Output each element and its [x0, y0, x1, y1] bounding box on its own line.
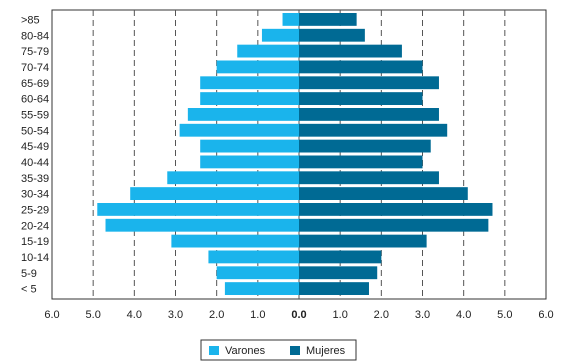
- bar-varones: [208, 250, 299, 264]
- y-tick-label: 60-64: [21, 94, 49, 106]
- bar-varones: [200, 76, 299, 90]
- bar-varones: [216, 60, 299, 74]
- bar-mujeres: [299, 218, 489, 232]
- bar-mujeres: [299, 266, 378, 280]
- bar-mujeres: [299, 108, 439, 121]
- legend-swatch-mujeres: [290, 346, 300, 355]
- y-tick-label: 40-44: [21, 157, 49, 169]
- bar-varones: [179, 123, 299, 137]
- y-tick-label: 80-84: [21, 30, 49, 42]
- legend-label-varones: Varones: [225, 345, 266, 357]
- bar-varones: [224, 282, 299, 295]
- x-tick-label: 2.0: [209, 309, 224, 321]
- bar-varones: [237, 44, 299, 58]
- bar-varones: [216, 266, 299, 280]
- bar-mujeres: [299, 123, 448, 137]
- bar-mujeres: [299, 13, 357, 26]
- legend-box: [200, 339, 357, 361]
- y-tick-label: 5-9: [21, 268, 37, 280]
- bar-varones: [282, 13, 299, 26]
- y-tick-label: >85: [21, 14, 40, 26]
- y-tick-label: 10-14: [21, 252, 49, 264]
- y-tick-label: 50-54: [21, 125, 49, 137]
- x-tick-label: 3.0: [415, 309, 430, 321]
- bar-varones: [200, 155, 299, 169]
- bar-mujeres: [299, 60, 423, 74]
- x-tick-label: 3.0: [168, 309, 183, 321]
- x-tick-label: 2.0: [374, 309, 389, 321]
- bar-mujeres: [299, 155, 423, 169]
- bar-varones: [200, 139, 299, 153]
- legend-label-mujeres: Mujeres: [306, 345, 346, 357]
- bar-varones: [105, 218, 300, 232]
- x-tick-label: 4.0: [456, 309, 471, 321]
- bar-mujeres: [299, 282, 369, 295]
- x-tick-label: 6.0: [44, 309, 59, 321]
- bar-varones: [97, 203, 300, 216]
- bar-varones: [130, 187, 299, 200]
- y-axis-labels: >85 80-84 75-79 70-74 65-69 60-64 55-59 50-54 45…: [21, 14, 49, 295]
- bar-mujeres: [299, 76, 439, 90]
- bar-varones: [167, 171, 299, 185]
- y-tick-label: 45-49: [21, 141, 49, 153]
- y-tick-label: 25-29: [21, 204, 49, 216]
- bar-mujeres: [299, 28, 365, 42]
- bar-varones: [187, 108, 299, 121]
- x-tick-label: 4.0: [127, 309, 142, 321]
- x-tick-label: 0.0: [291, 309, 306, 321]
- y-tick-label: < 5: [21, 284, 37, 296]
- x-tick-label: 5.0: [497, 309, 512, 321]
- x-tick-label: 1.0: [250, 309, 265, 321]
- y-tick-label: 20-24: [21, 220, 49, 232]
- bar-varones: [200, 92, 299, 105]
- y-tick-label: 75-79: [21, 46, 49, 58]
- bar-mujeres: [299, 187, 468, 200]
- x-tick-label: 6.0: [538, 309, 553, 321]
- x-tick-label: 5.0: [86, 309, 101, 321]
- legend: Varones Mujeres: [200, 339, 357, 361]
- bar-mujeres: [299, 171, 439, 185]
- bar-varones: [261, 28, 299, 42]
- bar-mujeres: [299, 250, 382, 264]
- y-tick-label: 30-34: [21, 189, 49, 201]
- x-tick-label: 1.0: [333, 309, 348, 321]
- y-tick-label: 55-59: [21, 109, 49, 121]
- y-tick-label: 70-74: [21, 62, 49, 74]
- bars-group: [97, 13, 493, 295]
- y-tick-label: 35-39: [21, 173, 49, 185]
- legend-swatch-varones: [209, 346, 219, 355]
- bar-varones: [171, 234, 299, 248]
- x-axis-labels: 6.0 5.0 4.0 3.0 2.0 1.0 0.0 1.0 2.0 3.0 4.0 5.0 6.0: [44, 309, 553, 321]
- bar-mujeres: [299, 139, 431, 153]
- y-tick-label: 15-19: [21, 236, 49, 248]
- bar-mujeres: [299, 234, 427, 248]
- y-tick-label: 65-69: [21, 78, 49, 90]
- bar-mujeres: [299, 44, 402, 58]
- bar-mujeres: [299, 203, 493, 216]
- bar-mujeres: [299, 92, 423, 105]
